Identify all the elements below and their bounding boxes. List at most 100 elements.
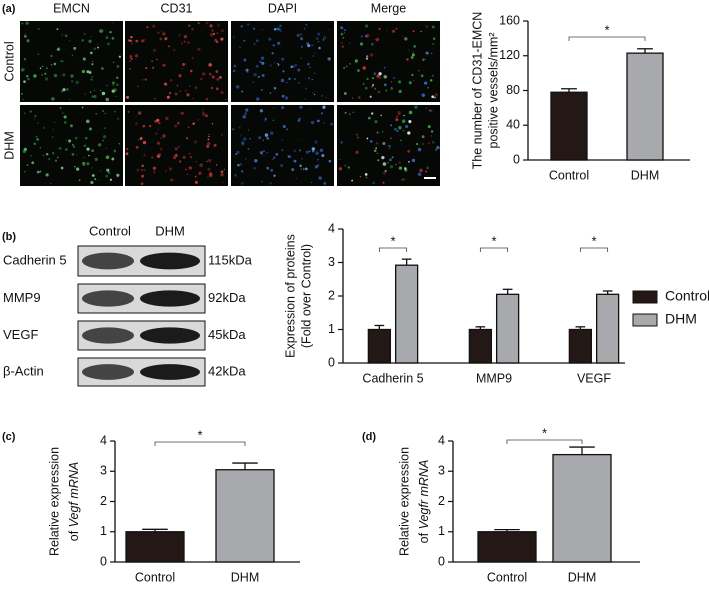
signal xyxy=(281,148,284,152)
signal xyxy=(96,43,98,45)
signal xyxy=(402,178,405,181)
signal xyxy=(52,128,55,130)
signal xyxy=(192,122,195,125)
signal xyxy=(180,111,184,115)
signal xyxy=(177,145,180,148)
signal xyxy=(349,113,351,115)
signal xyxy=(100,89,102,92)
signal xyxy=(304,98,306,100)
signal xyxy=(51,97,55,101)
signal xyxy=(340,32,344,36)
signal xyxy=(312,55,314,57)
micrograph xyxy=(125,21,228,102)
signal xyxy=(91,95,94,98)
signal xyxy=(126,147,129,151)
signal xyxy=(297,81,300,84)
signal xyxy=(362,66,367,70)
signal xyxy=(53,62,57,66)
signal xyxy=(53,122,55,124)
signal xyxy=(129,39,132,42)
signal xyxy=(102,135,107,139)
signal xyxy=(235,153,238,155)
significance-label: * xyxy=(592,234,597,248)
signal xyxy=(261,29,263,31)
signal xyxy=(210,175,212,177)
signal xyxy=(239,163,243,166)
signal xyxy=(426,166,430,170)
signal xyxy=(244,112,247,115)
signal xyxy=(160,137,162,139)
signal xyxy=(425,51,429,55)
signal xyxy=(63,115,67,119)
signal xyxy=(21,69,23,72)
signal xyxy=(431,52,433,54)
signal xyxy=(88,39,92,43)
signal xyxy=(378,72,382,76)
x-tick-label: DHM xyxy=(568,570,596,584)
signal xyxy=(319,148,324,152)
signal xyxy=(45,173,49,177)
signal xyxy=(263,154,265,157)
signal xyxy=(23,57,27,61)
signal xyxy=(184,90,186,92)
signal xyxy=(307,44,311,48)
signal xyxy=(164,37,168,41)
signal xyxy=(372,77,375,80)
signal xyxy=(408,81,412,85)
signal xyxy=(343,29,346,32)
signal xyxy=(349,63,351,65)
signal xyxy=(62,73,66,77)
signal xyxy=(314,165,319,169)
signal xyxy=(253,73,257,77)
x-tick-label: MMP9 xyxy=(476,371,512,385)
signal xyxy=(225,98,227,101)
signal xyxy=(74,136,78,140)
signal xyxy=(357,96,361,99)
signal xyxy=(255,64,259,68)
signal xyxy=(53,73,58,78)
signal xyxy=(395,118,399,122)
signal xyxy=(301,158,303,160)
y-tick-label: 3 xyxy=(328,255,335,269)
signal xyxy=(39,147,41,149)
y-axis-label-part: of xyxy=(67,530,81,541)
signal xyxy=(378,27,381,31)
signal xyxy=(264,119,267,122)
signal xyxy=(355,150,359,154)
signal xyxy=(313,72,316,75)
signal xyxy=(237,163,240,167)
signal xyxy=(429,79,433,82)
signal xyxy=(266,166,270,170)
signal xyxy=(141,78,144,81)
y-tick-label: 4 xyxy=(328,221,335,235)
signal xyxy=(347,166,350,169)
signal xyxy=(311,147,316,151)
signal xyxy=(315,37,319,41)
signal xyxy=(419,168,423,173)
panel-label: (c) xyxy=(2,431,16,443)
signal xyxy=(146,26,149,29)
signal xyxy=(88,154,90,157)
signal xyxy=(220,29,224,33)
signal xyxy=(152,66,155,69)
y-tick-label: 1 xyxy=(328,322,335,336)
signal xyxy=(243,58,247,62)
bar xyxy=(215,469,275,563)
y-axis-label: Expression of proteins xyxy=(283,234,297,358)
signal xyxy=(44,77,49,81)
signal xyxy=(64,148,68,151)
signal xyxy=(157,31,160,34)
signal xyxy=(321,94,324,97)
bar xyxy=(367,328,392,364)
signal xyxy=(406,58,409,61)
signal xyxy=(357,69,360,72)
western-blot: Control DHM Cadherin 5 115kDa MMP9 92kDa VEGF 4… xyxy=(3,223,253,387)
signal xyxy=(367,116,371,120)
signal xyxy=(245,68,249,72)
bar xyxy=(626,52,664,161)
signal xyxy=(282,70,285,73)
signal xyxy=(313,93,316,96)
signal xyxy=(281,94,285,98)
signal xyxy=(300,45,304,48)
signal xyxy=(211,29,214,32)
